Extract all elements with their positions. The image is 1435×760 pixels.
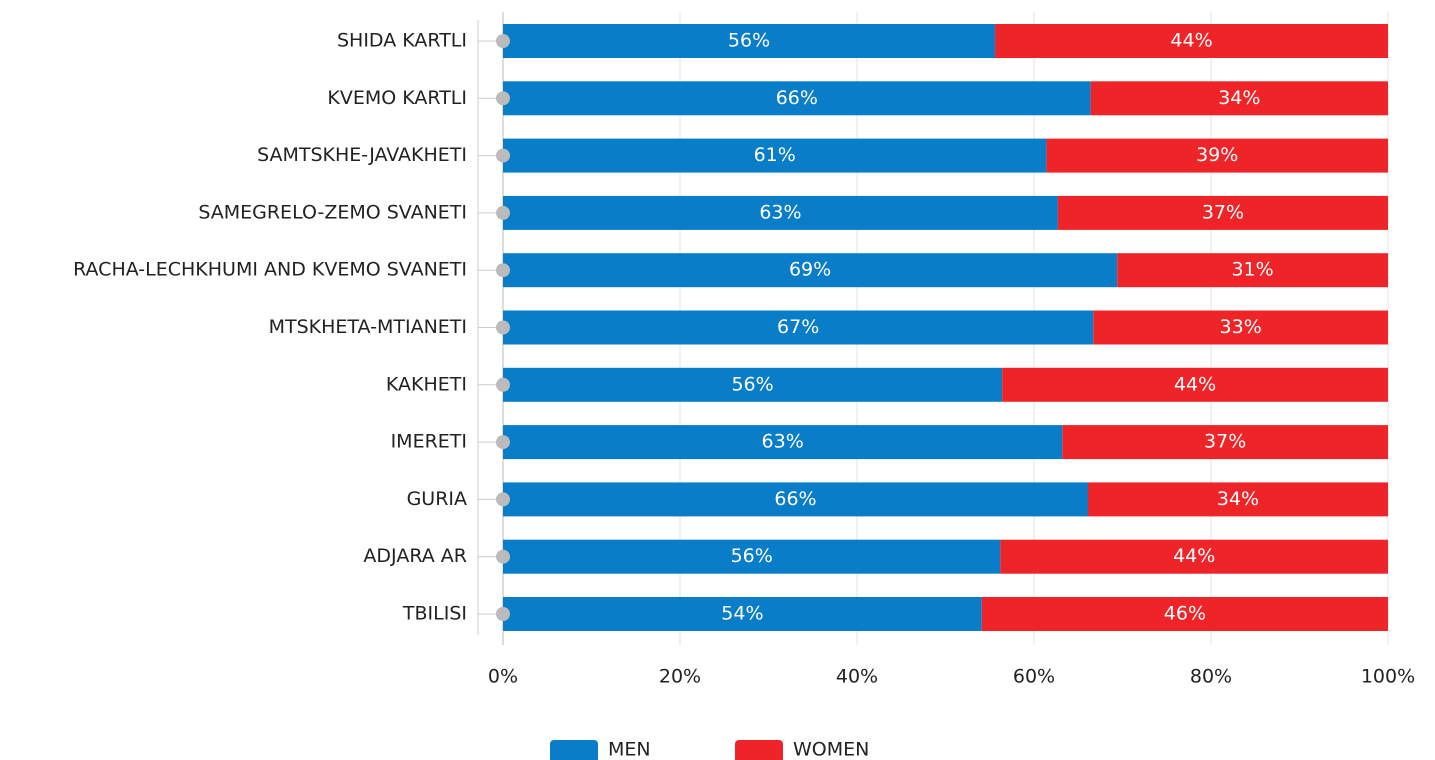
axis-marker <box>496 148 510 163</box>
y-tick-label: IMERETI <box>391 431 467 453</box>
axis-marker <box>496 492 510 507</box>
bar-segment <box>1087 482 1388 517</box>
axis-marker <box>496 320 510 335</box>
axis-marker <box>496 377 510 392</box>
value-label: 31% <box>1231 259 1273 281</box>
x-tick-label: 100% <box>1361 666 1415 688</box>
bar-segment <box>503 24 996 58</box>
value-label: 56% <box>728 30 770 52</box>
bar-segment <box>1062 425 1388 460</box>
bar-segment <box>503 81 1091 116</box>
bar-segment <box>503 138 1047 173</box>
bar-segment <box>503 425 1063 460</box>
value-label: 63% <box>762 431 804 453</box>
y-tick-label: RACHA-LECHKHUMI AND KVEMO SVANETI <box>73 259 467 281</box>
bar-segment <box>503 367 1003 402</box>
y-tick-label: GURIA <box>407 488 467 510</box>
legend-swatch <box>550 740 598 760</box>
bar-segment <box>1046 138 1388 173</box>
value-label: 66% <box>776 87 818 109</box>
bar-segment <box>1093 310 1388 345</box>
bar-segment <box>503 539 1001 574</box>
axis-marker <box>496 205 510 220</box>
bar-segment <box>503 597 982 631</box>
x-tick-label: 20% <box>659 666 701 688</box>
value-label: 56% <box>731 545 773 567</box>
y-tick-label: ADJARA AR <box>363 545 467 567</box>
y-tick-label: MTSKHETA-MTIANETI <box>269 316 467 338</box>
bar-segment <box>503 253 1118 288</box>
value-label: 37% <box>1204 431 1246 453</box>
bar-segment <box>503 482 1088 517</box>
axis-marker <box>496 263 510 278</box>
bar-segment <box>503 310 1094 345</box>
value-label: 34% <box>1217 488 1259 510</box>
value-label: 56% <box>731 373 773 395</box>
bar-segment <box>1090 81 1388 116</box>
value-label: 33% <box>1220 316 1262 338</box>
legend-label: MEN <box>608 739 651 760</box>
value-label: 61% <box>754 144 796 166</box>
axis-marker <box>496 607 510 621</box>
y-tick-label: TBILISI <box>402 603 467 625</box>
y-tick-label: SHIDA KARTLI <box>337 30 467 52</box>
bar-segment <box>995 24 1388 58</box>
value-label: 66% <box>774 488 816 510</box>
bar-segment <box>1117 253 1388 288</box>
axis-marker <box>496 549 510 564</box>
value-label: 63% <box>759 201 801 223</box>
value-label: 34% <box>1218 87 1260 109</box>
bar-segment <box>1000 539 1388 574</box>
value-label: 37% <box>1202 201 1244 223</box>
bar-segment <box>981 597 1388 631</box>
value-label: 44% <box>1173 545 1215 567</box>
x-tick-label: 80% <box>1190 666 1232 688</box>
y-tick-label: SAMEGRELO-ZEMO SVANETI <box>198 201 467 223</box>
axis-marker <box>496 435 510 450</box>
bar-segment <box>503 195 1058 230</box>
bar-segment <box>1057 195 1388 230</box>
bar-segment <box>1002 367 1388 402</box>
y-tick-label: KAKHETI <box>386 373 467 395</box>
x-tick-label: 40% <box>836 666 878 688</box>
y-tick-label: KVEMO KARTLI <box>327 87 467 109</box>
legend-label: WOMEN <box>793 739 869 760</box>
axis-marker <box>496 34 510 48</box>
value-label: 67% <box>777 316 819 338</box>
axis-marker <box>496 91 510 106</box>
x-tick-label: 0% <box>488 666 518 688</box>
value-label: 46% <box>1164 603 1206 625</box>
x-tick-label: 60% <box>1013 666 1055 688</box>
value-label: 44% <box>1174 373 1216 395</box>
y-tick-label: SAMTSKHE-JAVAKHETI <box>257 144 467 166</box>
legend-swatch <box>735 740 783 760</box>
value-label: 54% <box>721 603 763 625</box>
value-label: 69% <box>789 259 831 281</box>
value-label: 44% <box>1170 30 1212 52</box>
value-label: 39% <box>1196 144 1238 166</box>
